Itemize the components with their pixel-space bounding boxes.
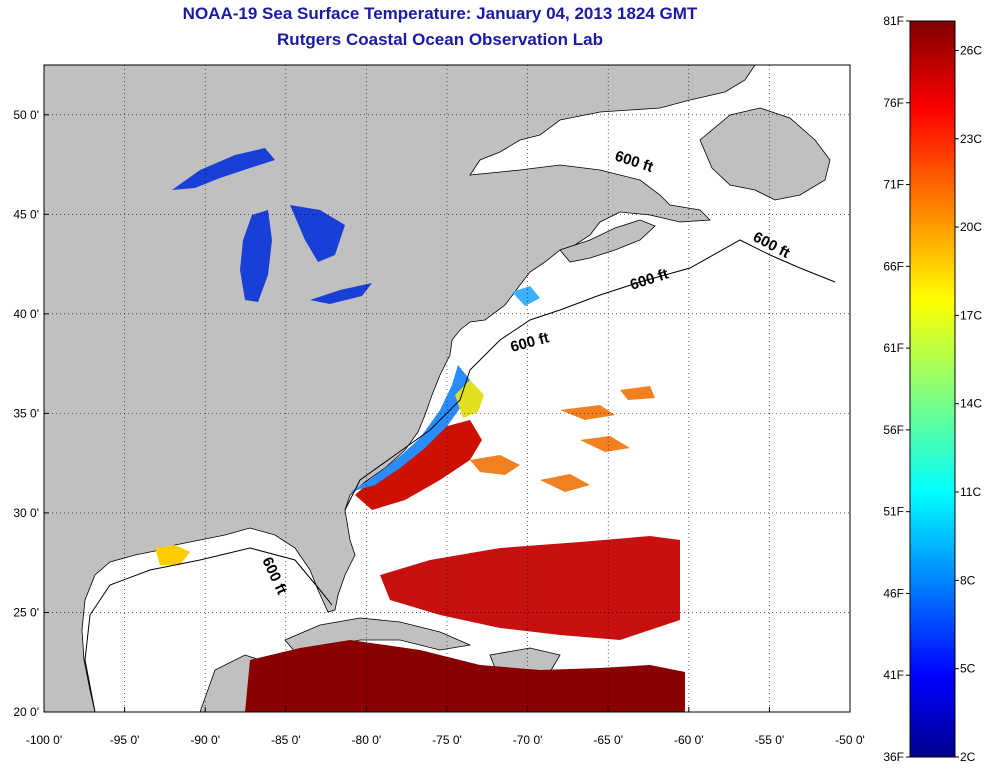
lon-tick-label: -100 0' (26, 733, 62, 747)
sst-gulf-stream (355, 420, 482, 510)
lake-superior (172, 148, 275, 190)
land-nova-scotia (559, 219, 656, 263)
colorbar-c-label: 5C (960, 662, 976, 676)
lake-michigan (240, 210, 272, 302)
colorbar-f-label: 81F (883, 14, 904, 28)
colorbar (909, 20, 956, 758)
lat-tick-label: 50 0' (13, 108, 39, 122)
lat-tick-label: 40 0' (13, 307, 39, 321)
land-north-america (44, 65, 756, 712)
colorbar-c-label: 17C (960, 308, 982, 322)
lon-tick-label: -80 0' (352, 733, 382, 747)
colorbar-c-label: 26C (960, 43, 982, 57)
lat-tick-label: 25 0' (13, 605, 39, 619)
sst-shelf-warm (455, 380, 484, 418)
colorbar-f-label: 51F (883, 505, 904, 519)
colorbar-f-label: 76F (883, 96, 904, 110)
map-frame (43, 64, 851, 713)
colorbar-c-label: 23C (960, 132, 982, 146)
sst-caribbean-north (380, 536, 680, 640)
land-newfoundland (699, 107, 831, 201)
lat-tick-label: 30 0' (13, 506, 39, 520)
colorbar-c-label: 14C (960, 397, 982, 411)
colorbar-c-label: 20C (960, 220, 982, 234)
latitude-axis: 20 0' 25 0' 30 0' 35 0' 40 0' 45 0' 50 0' (13, 108, 49, 719)
lon-tick-label: -75 0' (432, 733, 462, 747)
colorbar-f-label: 46F (883, 586, 904, 600)
sst-gulf-patch (155, 545, 190, 565)
colorbar-c-label: 11C (960, 485, 981, 499)
lon-tick-label: -85 0' (271, 733, 301, 747)
lake-erie (310, 283, 372, 304)
map-subtitle: Rutgers Coastal Ocean Observation Lab (277, 30, 603, 49)
lat-tick-label: 20 0' (13, 705, 39, 719)
colorbar-f-label: 36F (883, 750, 904, 764)
colorbar-f-label: 56F (883, 423, 904, 437)
lake-huron (290, 205, 345, 262)
sst-offshore-patches (470, 386, 655, 492)
lon-tick-label: -70 0' (513, 733, 543, 747)
lon-tick-label: -95 0' (110, 733, 140, 747)
colorbar-f-label: 66F (883, 259, 904, 273)
lat-tick-label: 45 0' (13, 207, 39, 221)
colorbar-c-label: 2C (960, 750, 976, 764)
colorbar-fahrenheit-labels: 81F 76F 71F 66F 61F 56F 51F 46F 41F 36F (883, 14, 910, 764)
longitude-axis: -100 0' -95 0' -90 0' -85 0' -80 0' -75 0' -70… (26, 707, 865, 747)
colorbar-f-label: 71F (883, 178, 904, 192)
colorbar-c-label: 8C (960, 573, 976, 587)
lat-tick-label: 35 0' (13, 406, 39, 420)
lon-tick-label: -60 0' (674, 733, 704, 747)
lon-tick-label: -50 0' (835, 733, 865, 747)
lon-tick-label: -55 0' (755, 733, 785, 747)
lon-tick-label: -90 0' (190, 733, 220, 747)
sst-shelf-cold (350, 365, 470, 492)
map-title: NOAA-19 Sea Surface Temperature: January… (182, 4, 698, 23)
colorbar-celsius-labels: 26C 23C 20C 17C 14C 11C 8C 5C 2C (955, 43, 982, 764)
colorbar-f-label: 61F (883, 341, 904, 355)
lon-tick-label: -65 0' (593, 733, 623, 747)
sst-lne-patch (512, 286, 540, 306)
colorbar-f-label: 41F (883, 668, 904, 682)
contour-600ft (84, 239, 836, 713)
sst-caribbean-south (245, 640, 685, 712)
